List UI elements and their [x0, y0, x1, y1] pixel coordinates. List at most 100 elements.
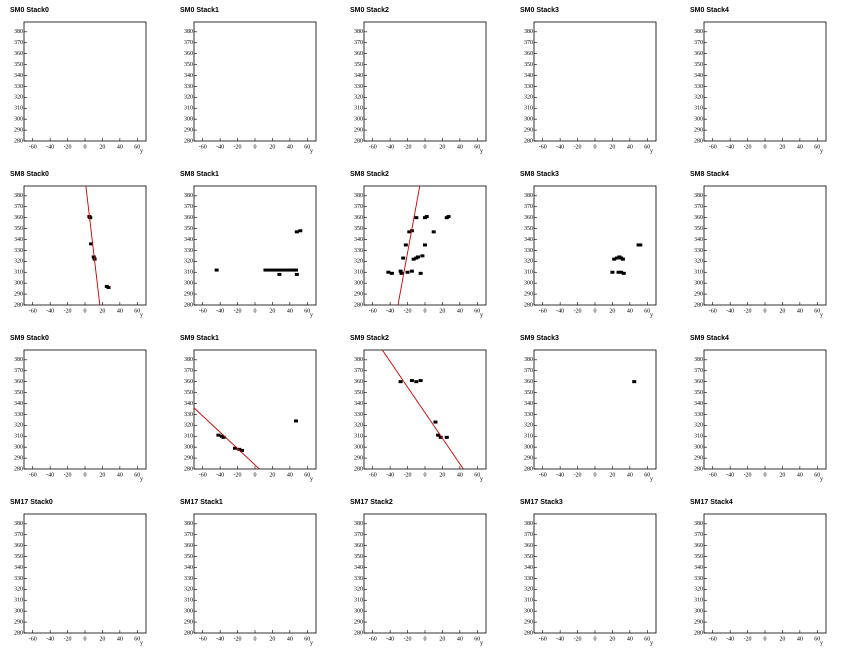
x-tick-label: 60 — [474, 636, 480, 642]
panel-title: SM17 Stack2 — [350, 499, 393, 506]
plot-frame — [193, 185, 317, 306]
y-tick-label: 300 — [354, 445, 363, 451]
y-tick-label: 380 — [694, 29, 703, 35]
x-tick-label: 60 — [134, 308, 140, 314]
y-tick-label: 280 — [524, 630, 533, 636]
x-axis-label: y — [310, 476, 313, 482]
x-tick-label: -40 — [216, 636, 224, 642]
y-tick-label: 330 — [524, 412, 533, 418]
x-tick-label: 60 — [134, 636, 140, 642]
x-tick-label: 0 — [84, 472, 87, 478]
y-tick-label: 310 — [524, 270, 533, 276]
panel-title: SM8 Stack3 — [520, 171, 559, 178]
y-tick-label: 350 — [14, 226, 23, 232]
y-tick-label: 370 — [354, 368, 363, 374]
y-tick-label: 310 — [524, 106, 533, 112]
y-tick-label: 280 — [354, 138, 363, 144]
point — [89, 242, 94, 246]
y-tick-label: 320 — [14, 423, 23, 429]
x-tick-label: -20 — [574, 144, 582, 150]
x-tick-label: -20 — [744, 636, 752, 642]
y-tick-label: 320 — [184, 95, 193, 101]
y-tick-label: 320 — [184, 587, 193, 593]
y-tick-label: 350 — [524, 226, 533, 232]
point — [612, 257, 617, 261]
y-tick-label: 300 — [694, 117, 703, 123]
point — [216, 433, 221, 437]
y-tick-label: 300 — [184, 445, 193, 451]
y-tick-label: 310 — [184, 598, 193, 604]
y-tick-label: 370 — [14, 368, 23, 374]
y-tick-label: 290 — [14, 127, 23, 133]
x-tick-label: 40 — [287, 472, 293, 478]
y-tick-label: 380 — [14, 521, 23, 527]
y-tick-label: 320 — [694, 259, 703, 265]
x-tick-label: 20 — [439, 308, 445, 314]
x-axis-label: y — [140, 312, 143, 318]
y-tick-label: 310 — [184, 106, 193, 112]
x-tick-label: 60 — [304, 472, 310, 478]
y-tick-label: 350 — [14, 390, 23, 396]
y-tick-label: 360 — [524, 543, 533, 549]
point — [431, 230, 436, 234]
panel: SM17 Stack1 280 290 300 310 320 330 340 350 360 37… — [180, 499, 317, 646]
y-tick-label: 340 — [14, 73, 23, 79]
y-tick-label: 290 — [184, 291, 193, 297]
x-tick-label: -20 — [574, 636, 582, 642]
x-tick-label: -40 — [216, 308, 224, 314]
y-tick-label: 360 — [524, 379, 533, 385]
x-tick-label: -60 — [539, 144, 547, 150]
x-tick-label: 20 — [609, 472, 615, 478]
x-tick-label: 40 — [627, 636, 633, 642]
x-tick-label: 60 — [474, 144, 480, 150]
plot-frame — [193, 513, 317, 634]
point — [436, 433, 441, 437]
y-tick-label: 380 — [354, 521, 363, 527]
point — [263, 268, 268, 272]
y-tick-label: 290 — [694, 127, 703, 133]
point — [416, 255, 421, 259]
y-tick-label: 350 — [694, 554, 703, 560]
x-tick-label: -60 — [199, 636, 207, 642]
plot-frame — [23, 185, 147, 306]
point — [444, 435, 449, 439]
fit-line — [194, 407, 260, 469]
panel-title: SM17 Stack0 — [10, 499, 53, 506]
y-tick-label: 290 — [694, 455, 703, 461]
y-tick-label: 360 — [354, 543, 363, 549]
y-tick-label: 330 — [184, 248, 193, 254]
x-tick-label: -40 — [556, 144, 564, 150]
fit-line — [381, 350, 464, 469]
y-tick-label: 290 — [354, 127, 363, 133]
y-tick-label: 360 — [184, 51, 193, 57]
x-tick-label: 60 — [134, 472, 140, 478]
panel-title: SM8 Stack4 — [690, 171, 729, 178]
point — [414, 216, 419, 220]
point — [401, 256, 406, 260]
point — [424, 215, 429, 219]
plot-frame — [23, 349, 147, 470]
plot-frame — [533, 513, 657, 634]
y-tick-label: 300 — [694, 609, 703, 615]
y-tick-label: 350 — [694, 226, 703, 232]
x-tick-label: 40 — [797, 636, 803, 642]
point — [418, 271, 423, 275]
x-tick-label: -60 — [369, 636, 377, 642]
y-tick-label: 300 — [694, 445, 703, 451]
x-tick-label: 20 — [99, 636, 105, 642]
x-axis-label: y — [480, 476, 483, 482]
y-tick-label: 350 — [184, 390, 193, 396]
panel: SM9 Stack4 280 290 300 310 320 330 340 350 360 370… — [690, 335, 827, 482]
point — [237, 447, 242, 451]
panel-title: SM0 Stack1 — [180, 7, 219, 14]
x-tick-label: -40 — [726, 472, 734, 478]
x-tick-label: 0 — [254, 308, 257, 314]
panel-title: SM0 Stack2 — [350, 7, 389, 14]
point — [277, 268, 282, 272]
y-tick-label: 360 — [184, 543, 193, 549]
x-axis-label: y — [650, 148, 653, 154]
x-tick-label: 0 — [424, 472, 427, 478]
x-tick-label: -60 — [709, 472, 717, 478]
x-tick-label: 20 — [269, 308, 275, 314]
y-tick-label: 330 — [184, 84, 193, 90]
